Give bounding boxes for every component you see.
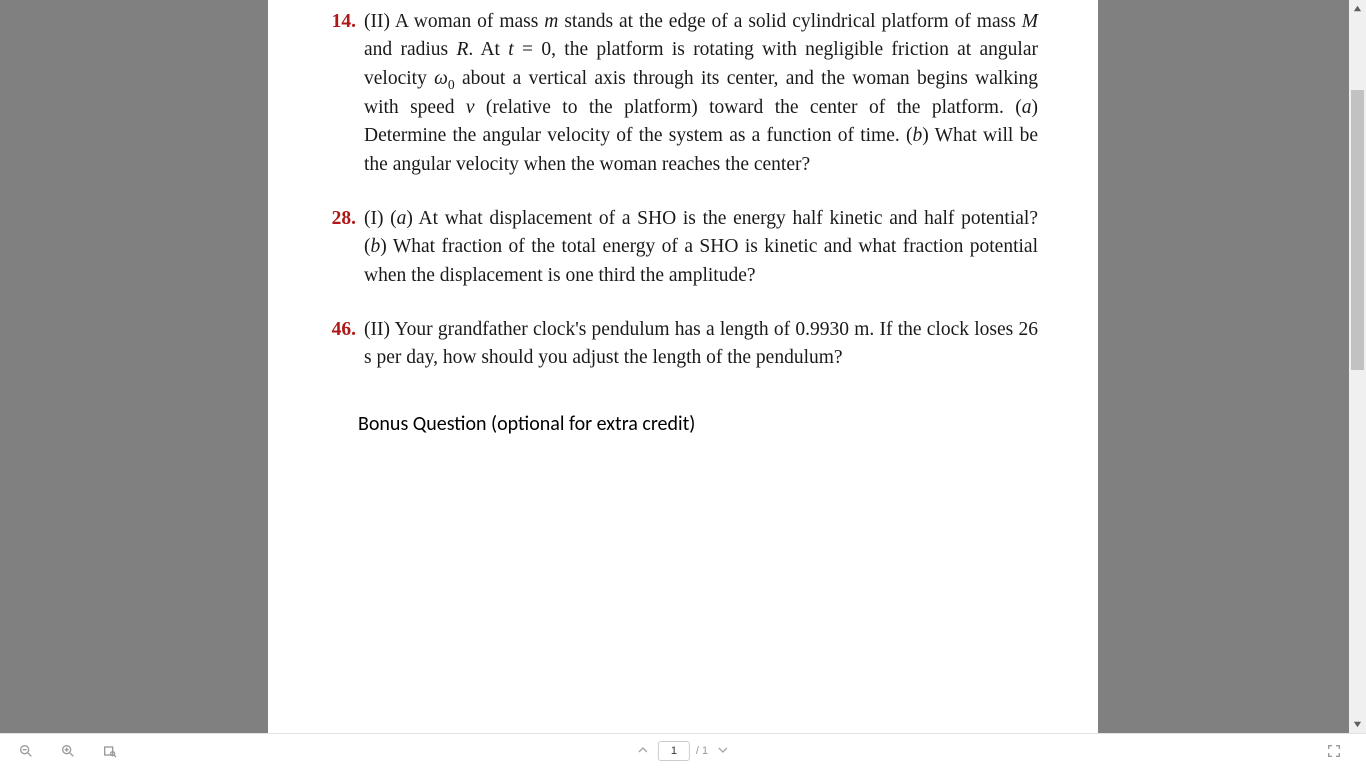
part-b-label: b xyxy=(371,236,381,257)
problem-text: (II) A woman of mass m stands at the edg… xyxy=(364,8,1038,179)
fullscreen-button[interactable] xyxy=(1326,743,1342,759)
variable-big-m: M xyxy=(1022,11,1038,32)
triangle-down-icon xyxy=(1353,720,1362,729)
page-up-button[interactable] xyxy=(634,745,652,758)
text-fragment: Your grandfather clock's pendulum has a … xyxy=(364,319,1038,368)
problem-46: 46. (II) Your grandfather clock's pendul… xyxy=(328,316,1038,373)
difficulty-level: (II) xyxy=(364,319,390,340)
zoom-controls xyxy=(0,743,118,759)
zoom-in-icon xyxy=(60,743,76,759)
vertical-scrollbar[interactable] xyxy=(1349,0,1366,733)
page-number-input[interactable] xyxy=(658,741,690,761)
text-fragment: (relative to the platform) toward the ce… xyxy=(475,97,1022,118)
part-a-label: a xyxy=(397,208,407,229)
problem-14: 14. (II) A woman of mass m stands at the… xyxy=(328,8,1038,179)
viewer-toolbar: / 1 xyxy=(0,733,1366,768)
variable-m: m xyxy=(544,11,558,32)
chevron-up-icon xyxy=(638,745,648,755)
page-total-label: / 1 xyxy=(696,745,708,757)
problem-text: (I) (a) At what displacement of a SHO is… xyxy=(364,205,1038,290)
zoom-out-button[interactable] xyxy=(18,743,34,759)
variable-r: R xyxy=(456,39,468,60)
problem-28: 28. (I) (a) At what displacement of a SH… xyxy=(328,205,1038,290)
triangle-up-icon xyxy=(1353,4,1362,13)
subscript-zero: 0 xyxy=(448,76,455,91)
chevron-down-icon xyxy=(718,745,728,755)
bonus-heading: Bonus Question (optional for extra credi… xyxy=(358,410,1038,439)
text-fragment: = 0, xyxy=(514,39,565,60)
difficulty-level: (II) xyxy=(364,11,390,32)
document-page: 14. (II) A woman of mass m stands at the… xyxy=(268,0,1098,733)
text-fragment: . At xyxy=(468,39,508,60)
variable-v: v xyxy=(466,97,475,118)
zoom-in-button[interactable] xyxy=(60,743,76,759)
text-fragment: ) What fraction of the total energy of a… xyxy=(364,236,1038,285)
part-b-label: b xyxy=(912,125,922,146)
problem-number: 46. xyxy=(328,316,364,373)
variable-omega: ω xyxy=(434,68,448,89)
fit-width-button[interactable] xyxy=(102,743,118,759)
zoom-out-icon xyxy=(18,743,34,759)
scroll-down-button[interactable] xyxy=(1349,716,1366,733)
difficulty-level: (I) xyxy=(364,208,383,229)
text-fragment: and radius xyxy=(364,39,456,60)
text-fragment: ( xyxy=(383,208,396,229)
document-area: 14. (II) A woman of mass m stands at the… xyxy=(0,0,1366,733)
text-fragment: stands at the edge of a solid cylindrica… xyxy=(558,11,1021,32)
page-navigator: / 1 xyxy=(634,741,732,761)
problem-number: 28. xyxy=(328,205,364,290)
page-down-button[interactable] xyxy=(714,745,732,758)
fullscreen-icon xyxy=(1326,743,1342,759)
fit-width-icon xyxy=(102,743,118,759)
pdf-viewer: 14. (II) A woman of mass m stands at the… xyxy=(0,0,1366,768)
part-a-label: a xyxy=(1022,97,1032,118)
scroll-thumb[interactable] xyxy=(1351,90,1364,370)
problem-text: (II) Your grandfather clock's pendulum h… xyxy=(364,316,1038,373)
problem-number: 14. xyxy=(328,8,364,179)
text-fragment: A woman of mass xyxy=(390,11,544,32)
scroll-up-button[interactable] xyxy=(1349,0,1366,17)
